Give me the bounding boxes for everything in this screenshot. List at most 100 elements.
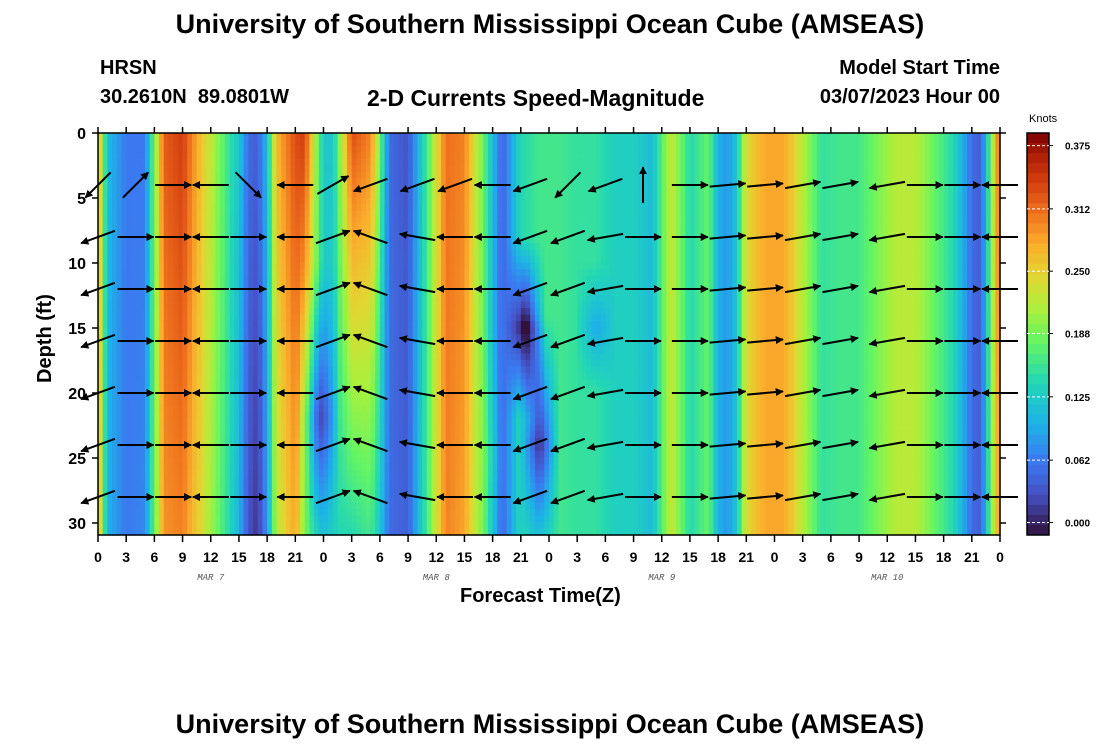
heatmap-cell	[173, 431, 179, 439]
heatmap-cell	[469, 450, 475, 458]
heatmap-cell	[436, 204, 442, 212]
heatmap-cell	[140, 133, 146, 141]
heatmap-cell	[450, 372, 456, 380]
heatmap-cell	[356, 522, 362, 530]
heatmap-cell	[159, 158, 165, 167]
heatmap-cell	[159, 223, 165, 231]
heatmap-cell	[107, 256, 113, 264]
heatmap-cell	[431, 483, 437, 491]
heatmap-cell	[422, 334, 428, 342]
heatmap-cell	[276, 405, 282, 413]
heatmap-cell	[210, 340, 217, 348]
heatmap-cell	[121, 431, 127, 439]
heatmap-cell	[450, 321, 456, 329]
heatmap-cell	[257, 359, 264, 368]
heatmap-cell	[318, 379, 325, 387]
heatmap-cell	[177, 334, 184, 342]
heatmap-cell	[121, 372, 127, 380]
heatmap-cell	[393, 340, 400, 348]
heatmap-cell	[253, 249, 259, 257]
heatmap-cell	[126, 515, 132, 523]
heatmap-cell	[168, 392, 174, 400]
heatmap-cell	[445, 178, 451, 186]
heatmap-cell	[318, 418, 325, 426]
heatmap-cell	[257, 321, 264, 329]
heatmap-cell	[168, 236, 174, 244]
heatmap-cell	[116, 444, 123, 452]
heatmap-cell	[300, 515, 306, 523]
heatmap-cell	[102, 463, 108, 471]
heatmap-cell	[342, 522, 348, 530]
heatmap-cell	[206, 489, 212, 497]
heatmap-cell	[290, 470, 296, 478]
heatmap-cell	[229, 145, 235, 154]
heatmap-cell	[356, 418, 362, 426]
heatmap-cell	[426, 463, 433, 471]
heatmap-cell	[295, 340, 301, 348]
heatmap-cell	[285, 379, 292, 387]
heatmap-cell	[224, 509, 231, 517]
heatmap-cell	[182, 522, 188, 530]
heatmap-cell	[191, 256, 198, 264]
heatmap-cell	[351, 327, 357, 335]
heatmap-cell	[403, 269, 409, 277]
heatmap-cell	[384, 204, 390, 212]
heatmap-cell	[290, 515, 296, 523]
heatmap-cell	[220, 450, 226, 458]
heatmap-cell	[267, 366, 273, 374]
heatmap-cell	[248, 476, 254, 484]
heatmap-cell	[238, 249, 245, 257]
heatmap-cell	[365, 184, 372, 192]
heatmap-cell	[163, 204, 170, 212]
heatmap-cell	[267, 171, 273, 179]
heatmap-cell	[384, 379, 390, 387]
heatmap-cell	[229, 204, 235, 212]
heatmap-cell	[417, 327, 423, 335]
heatmap-cell	[370, 359, 376, 368]
heatmap-cell	[473, 191, 480, 199]
heatmap-cell	[238, 353, 245, 361]
heatmap-cell	[159, 184, 165, 192]
heatmap-cell	[370, 346, 376, 355]
heatmap-cell	[309, 133, 315, 141]
heatmap-cell	[332, 243, 339, 251]
heatmap-cell	[403, 139, 409, 147]
heatmap-cell	[389, 483, 395, 491]
heatmap-cell	[191, 308, 198, 316]
heatmap-cell	[412, 210, 419, 218]
heatmap-cell	[130, 249, 137, 257]
heatmap-cell	[144, 483, 151, 491]
heatmap-cell	[412, 444, 419, 452]
heatmap-cell	[271, 314, 278, 322]
heatmap-cell	[154, 496, 160, 504]
heatmap-cell	[337, 418, 343, 426]
heatmap-cell	[149, 269, 155, 277]
heatmap-cell	[187, 457, 193, 465]
heatmap-cell	[295, 359, 301, 368]
heatmap-cell	[191, 314, 198, 322]
heatmap-cell	[168, 210, 174, 218]
heatmap-cell	[304, 470, 311, 478]
heatmap-cell	[191, 197, 198, 205]
heatmap-cell	[351, 450, 357, 458]
heatmap-cell	[431, 379, 437, 387]
heatmap-cell	[248, 262, 254, 270]
heatmap-cell	[234, 392, 240, 400]
heatmap-cell	[238, 392, 245, 400]
heatmap-cell	[361, 359, 367, 368]
heatmap-cell	[342, 444, 348, 452]
heatmap-cell	[168, 353, 174, 361]
heatmap-cell	[351, 295, 357, 303]
heatmap-cell	[361, 496, 367, 504]
heatmap-cell	[201, 282, 207, 290]
heatmap-cell	[238, 444, 245, 452]
heatmap-cell	[238, 483, 245, 491]
heatmap-cell	[455, 346, 461, 355]
heatmap-cell	[431, 353, 437, 361]
heatmap-cell	[332, 366, 339, 374]
heatmap-cell	[196, 158, 202, 167]
heatmap-cell	[323, 295, 329, 303]
heatmap-cell	[422, 496, 428, 504]
heatmap-cell	[229, 230, 235, 238]
heatmap-cell	[318, 204, 325, 212]
